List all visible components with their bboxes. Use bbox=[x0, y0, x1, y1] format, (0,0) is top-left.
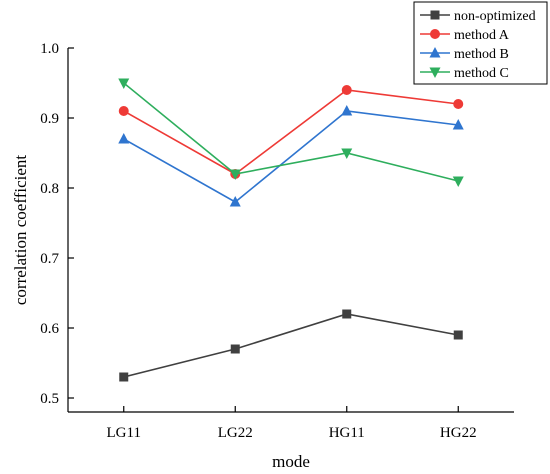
y-axis-title: correlation coefficient bbox=[11, 155, 30, 306]
data-point bbox=[452, 119, 464, 130]
series-line bbox=[123, 313, 459, 378]
data-point bbox=[118, 78, 130, 89]
data-point bbox=[230, 344, 240, 354]
x-axis-title: mode bbox=[272, 452, 310, 471]
legend-label: method B bbox=[454, 47, 509, 62]
legend-item: non-optimized bbox=[420, 9, 536, 24]
series-2 bbox=[118, 105, 464, 207]
data-point bbox=[118, 106, 129, 116]
legend-marker bbox=[429, 67, 441, 78]
legend-marker bbox=[430, 29, 440, 39]
legend-marker bbox=[429, 47, 441, 58]
y-tick-label: 0.8 bbox=[40, 181, 59, 197]
series-3 bbox=[118, 78, 464, 187]
data-point bbox=[341, 148, 353, 159]
legend-item: method B bbox=[420, 47, 509, 62]
data-point bbox=[118, 133, 130, 144]
legend-label: method A bbox=[454, 28, 510, 43]
data-point bbox=[453, 99, 464, 109]
y-tick-label: 0.7 bbox=[40, 251, 59, 267]
axes: 0.5 0.6 0.7 0.8 0.9 1.0 LG11 LG22 HG11 HG22 bbox=[40, 41, 514, 441]
series-layer bbox=[118, 78, 464, 382]
y-tick-label: 1.0 bbox=[40, 41, 59, 57]
legend-item: method A bbox=[420, 28, 510, 43]
series-line bbox=[123, 82, 459, 182]
x-tick-label: LG11 bbox=[107, 425, 141, 441]
data-point bbox=[452, 176, 464, 187]
data-point bbox=[342, 309, 352, 319]
legend-marker bbox=[430, 10, 440, 20]
x-tick-label: LG22 bbox=[218, 425, 253, 441]
legend-label: method C bbox=[454, 66, 509, 81]
series-line bbox=[123, 110, 459, 203]
series-1 bbox=[118, 85, 464, 179]
legend: non-optimized method A method B method C bbox=[413, 1, 548, 85]
series-line bbox=[123, 89, 459, 175]
legend-item: method C bbox=[420, 66, 509, 81]
x-tick-label: HG11 bbox=[329, 425, 365, 441]
data-point bbox=[229, 196, 241, 207]
data-point bbox=[229, 169, 241, 180]
y-tick-label: 0.5 bbox=[40, 391, 59, 407]
y-tick-label: 0.6 bbox=[40, 321, 59, 337]
data-point bbox=[453, 330, 463, 340]
data-point bbox=[119, 372, 129, 382]
data-point bbox=[341, 105, 353, 116]
series-0 bbox=[119, 309, 463, 382]
data-point bbox=[341, 85, 352, 95]
x-tick-label: HG22 bbox=[440, 425, 477, 441]
legend-label: non-optimized bbox=[454, 9, 536, 24]
y-tick-label: 0.9 bbox=[40, 111, 59, 127]
